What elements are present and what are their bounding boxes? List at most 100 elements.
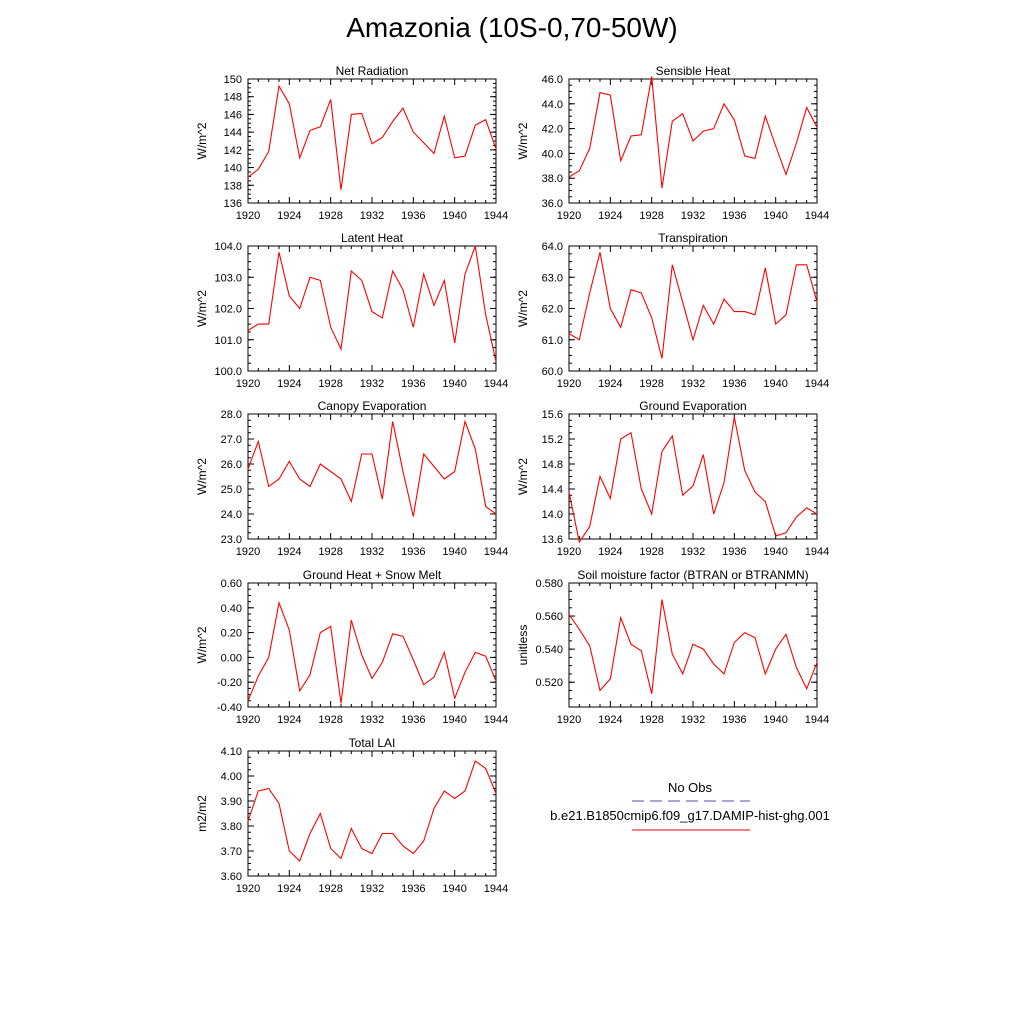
x-tick-label: 1928 bbox=[639, 714, 663, 726]
y-tick-label: 140 bbox=[224, 163, 242, 175]
x-tick-label: 1936 bbox=[722, 210, 746, 222]
y-tick-label: 4.00 bbox=[221, 771, 242, 783]
panel-8: Soil moisture factor (BTRAN or BTRANMN) u… bbox=[516, 568, 829, 726]
x-tick-label: 1944 bbox=[805, 378, 829, 390]
x-tick-label: 1928 bbox=[318, 546, 342, 558]
panel-2: Sensible Heat W/m^2 1920 1924 1928 1932 1936 19… bbox=[516, 64, 829, 222]
plot-frame bbox=[568, 245, 818, 372]
x-tick-label: 1944 bbox=[484, 546, 508, 558]
y-tick-label: 0.540 bbox=[535, 644, 563, 656]
x-tick-label: 1936 bbox=[401, 210, 425, 222]
x-tick-label: 1924 bbox=[277, 714, 301, 726]
plot-frame bbox=[247, 245, 497, 372]
x-tick-label: 1940 bbox=[442, 546, 466, 558]
panel-title: Latent Heat bbox=[341, 231, 404, 245]
x-tick-label: 1932 bbox=[681, 546, 705, 558]
x-tick-label: 1936 bbox=[401, 546, 425, 558]
x-tick-label: 1920 bbox=[557, 378, 581, 390]
y-axis-label: W/m^2 bbox=[195, 290, 209, 327]
series-line bbox=[247, 419, 497, 517]
panel-title: Total LAI bbox=[349, 736, 396, 750]
x-tick-label: 1944 bbox=[484, 883, 508, 895]
series-line bbox=[568, 76, 818, 189]
x-tick-label: 1920 bbox=[236, 378, 260, 390]
panel-5: Canopy Evaporation W/m^2 1920 1924 1928 1932 1… bbox=[195, 399, 508, 558]
x-tick-label: 1920 bbox=[236, 714, 260, 726]
x-tick-label: 1924 bbox=[277, 210, 301, 222]
y-tick-label: 40.0 bbox=[542, 148, 563, 160]
x-tick-label: 1940 bbox=[442, 883, 466, 895]
y-tick-label: 38.0 bbox=[542, 173, 563, 185]
y-tick-label: 146 bbox=[224, 109, 242, 121]
y-tick-label: 24.0 bbox=[221, 509, 242, 521]
y-tick-label: 0.520 bbox=[535, 677, 563, 689]
y-tick-label: 0.00 bbox=[221, 652, 242, 664]
x-tick-label: 1920 bbox=[557, 210, 581, 222]
y-axis-label: W/m^2 bbox=[516, 122, 530, 159]
x-tick-label: 1932 bbox=[360, 883, 384, 895]
y-tick-label: 15.2 bbox=[542, 434, 563, 446]
y-tick-label: -0.20 bbox=[217, 677, 242, 689]
x-tick-label: 1940 bbox=[763, 546, 787, 558]
x-tick-label: 1924 bbox=[598, 546, 622, 558]
y-tick-label: 3.90 bbox=[221, 796, 242, 808]
y-tick-label: 138 bbox=[224, 180, 242, 192]
x-tick-label: 1940 bbox=[442, 210, 466, 222]
x-tick-label: 1936 bbox=[722, 378, 746, 390]
y-tick-label: 14.0 bbox=[542, 509, 563, 521]
y-tick-label: 23.0 bbox=[221, 534, 242, 546]
x-tick-label: 1932 bbox=[360, 546, 384, 558]
x-tick-label: 1936 bbox=[722, 714, 746, 726]
x-tick-label: 1932 bbox=[681, 378, 705, 390]
x-tick-label: 1940 bbox=[763, 210, 787, 222]
y-axis-label: W/m^2 bbox=[516, 458, 530, 495]
y-tick-label: 63.0 bbox=[542, 272, 563, 284]
y-axis-label: W/m^2 bbox=[516, 290, 530, 327]
y-tick-label: 0.20 bbox=[221, 628, 242, 640]
y-tick-label: 13.6 bbox=[542, 534, 563, 546]
legend-label-no-obs: No Obs bbox=[668, 780, 713, 795]
series-line bbox=[247, 84, 497, 190]
x-tick-label: 1932 bbox=[360, 714, 384, 726]
y-axis-label: W/m^2 bbox=[195, 458, 209, 495]
panel-6: Ground Evaporation W/m^2 1920 1924 1928 1932 1… bbox=[516, 399, 829, 558]
x-tick-label: 1932 bbox=[681, 210, 705, 222]
y-tick-label: 3.60 bbox=[221, 871, 242, 883]
y-tick-label: 28.0 bbox=[221, 409, 242, 421]
y-tick-label: 150 bbox=[224, 74, 242, 86]
series-line bbox=[247, 760, 497, 862]
y-tick-label: 46.0 bbox=[542, 74, 563, 86]
x-tick-label: 1944 bbox=[484, 714, 508, 726]
x-tick-label: 1924 bbox=[598, 378, 622, 390]
x-tick-label: 1944 bbox=[805, 546, 829, 558]
x-tick-label: 1924 bbox=[277, 883, 301, 895]
legend: No Obs b.e21.B1850cmip6.f09_g17.DAMIP-his… bbox=[550, 780, 830, 831]
x-tick-label: 1940 bbox=[763, 378, 787, 390]
plot-frame bbox=[247, 413, 497, 540]
y-tick-label: 101.0 bbox=[214, 335, 242, 347]
x-tick-label: 1920 bbox=[557, 714, 581, 726]
y-tick-label: 148 bbox=[224, 92, 242, 104]
y-tick-label: 44.0 bbox=[542, 99, 563, 111]
panel-title: Soil moisture factor (BTRAN or BTRANMN) bbox=[577, 568, 808, 582]
panel-title: Ground Heat + Snow Melt bbox=[303, 568, 442, 582]
x-tick-label: 1928 bbox=[318, 714, 342, 726]
x-tick-label: 1932 bbox=[360, 378, 384, 390]
panel-title: Sensible Heat bbox=[656, 64, 731, 78]
y-tick-label: 3.70 bbox=[221, 846, 242, 858]
y-axis-label: unitless bbox=[516, 625, 530, 666]
plot-frame bbox=[247, 750, 497, 877]
y-tick-label: 61.0 bbox=[542, 335, 563, 347]
series-line bbox=[247, 600, 497, 704]
y-axis-label: W/m^2 bbox=[195, 122, 209, 159]
x-tick-label: 1944 bbox=[484, 378, 508, 390]
y-tick-label: 144 bbox=[224, 127, 242, 139]
x-tick-label: 1940 bbox=[763, 714, 787, 726]
x-tick-label: 1920 bbox=[236, 210, 260, 222]
x-tick-label: 1928 bbox=[639, 210, 663, 222]
x-tick-label: 1920 bbox=[236, 546, 260, 558]
y-tick-label: 142 bbox=[224, 145, 242, 157]
x-tick-label: 1928 bbox=[318, 883, 342, 895]
panel-4: Transpiration W/m^2 1920 1924 1928 1932 1936 19… bbox=[516, 231, 829, 390]
